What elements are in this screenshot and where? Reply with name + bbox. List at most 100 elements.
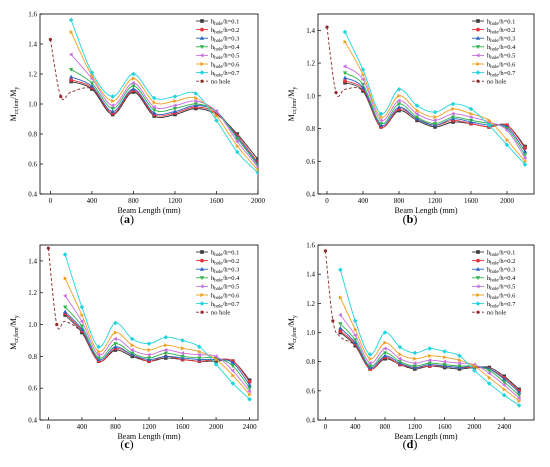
data-point-series-7 [172,94,178,99]
y-tick-label: 1.4 [28,257,37,265]
y-tick-label: 0.4 [28,417,37,425]
data-point-series-6 [505,137,510,143]
data-point-series-5 [197,352,201,357]
data-point-series-5 [151,104,156,110]
x-tick-label: 2000 [251,197,266,205]
y-tick-label: 0.4 [306,417,315,425]
data-point-series-5 [353,333,357,338]
x-axis-label: Beam Length (mm) [117,432,180,441]
data-point-series-6 [398,352,403,357]
y-axis-label: Mcr,fem/My [9,315,20,350]
data-point-series-7 [180,338,185,343]
data-point-series-4 [427,361,432,366]
data-point-series-5 [396,98,401,103]
series-line-2 [344,80,526,149]
data-point-no-hole [55,322,59,327]
legend-label: hhole/h=0.5 [487,284,515,293]
y-tick-label: 0.8 [306,125,315,133]
data-point-series-4 [338,322,343,326]
data-point-series-4 [130,351,135,356]
legend-marker [200,79,204,83]
data-point-series-4 [450,115,456,120]
data-point-series-4 [131,84,136,89]
legend-label: hhole/h=0.7 [211,301,240,310]
data-point-series-3 [69,74,74,79]
data-point-series-6 [152,100,157,105]
data-point-series-5 [397,356,402,361]
data-point-series-6 [256,167,258,173]
data-point-series-7 [163,334,169,340]
data-point-series-7 [397,344,403,350]
data-point-series-6 [69,29,74,35]
data-point-series-7 [504,142,510,148]
data-point-series-6 [164,343,168,348]
data-point-series-5 [235,139,239,144]
data-point-series-3 [360,85,366,90]
data-point-no-hole [46,246,50,250]
data-point-series-3 [113,344,118,349]
data-point-series-3 [342,75,348,80]
data-point-series-5 [79,319,84,324]
data-point-series-3 [522,149,528,153]
x-tick-label: 0 [49,197,53,205]
legend-label: hhole/h=0.7 [211,70,240,79]
data-point-series-7 [396,86,402,92]
data-point-series-5 [247,389,252,394]
data-point-series-5 [442,359,447,364]
data-point-series-7 [427,346,433,351]
data-point-series-7 [501,392,507,398]
legend-label: hhole/h=0.1 [487,249,515,257]
data-point-series-7 [68,17,74,23]
data-point-series-5 [342,64,347,69]
x-tick-label: 1200 [168,197,183,205]
x-tick-label: 1600 [438,423,453,431]
x-tick-label: 400 [87,197,98,205]
data-point-series-1 [256,157,258,162]
legend-label: hhole/h=0.2 [211,27,239,36]
data-point-series-6 [413,356,418,361]
x-tick-label: 2000 [467,423,482,431]
data-point-series-4 [96,356,101,361]
data-point-no-hole [48,37,52,42]
legend-label: hhole/h=0.6 [487,61,516,70]
data-point-series-7 [378,111,384,117]
data-point-series-3 [110,109,115,113]
data-point-series-7 [193,91,199,96]
data-point-series-7 [146,341,152,346]
series-line-6 [70,31,258,171]
legend-label: no hole [211,79,230,86]
legend-label: hhole/h=0.6 [211,292,240,301]
data-point-no-hole [334,90,338,95]
x-tick-label: 1600 [464,197,479,205]
legend-marker [199,267,205,271]
data-point-series-5 [213,354,218,359]
data-point-series-4 [382,351,388,356]
data-point-series-4 [397,360,403,364]
y-tick-label: 1.0 [28,321,37,329]
data-point-series-7 [151,95,157,101]
data-point-series-6 [231,373,236,378]
legend-label: hhole/h=0.3 [211,36,239,45]
legend-marker [200,27,204,32]
data-point-series-6 [502,387,507,392]
data-point-series-2 [338,329,343,333]
data-point-series-6 [517,398,522,404]
legend-marker [476,27,480,32]
data-point-series-5 [255,165,258,169]
data-point-series-7 [62,252,68,257]
x-tick-label: 400 [77,423,88,431]
data-point-series-6 [111,98,115,104]
data-point-series-5 [89,76,94,81]
data-point-series-4 [522,153,528,157]
legend-label: hhole/h=0.2 [487,258,515,267]
legend-label: hhole/h=0.7 [487,301,516,310]
legend-label: hhole/h=0.3 [211,267,239,276]
series-line-no-hole [47,248,250,381]
data-point-series-4 [457,364,462,369]
data-point-series-7 [89,70,95,75]
legend-label: no hole [211,310,230,317]
data-point-no-hole [331,319,335,323]
data-point-series-7 [442,349,447,354]
data-point-series-5 [516,396,521,401]
